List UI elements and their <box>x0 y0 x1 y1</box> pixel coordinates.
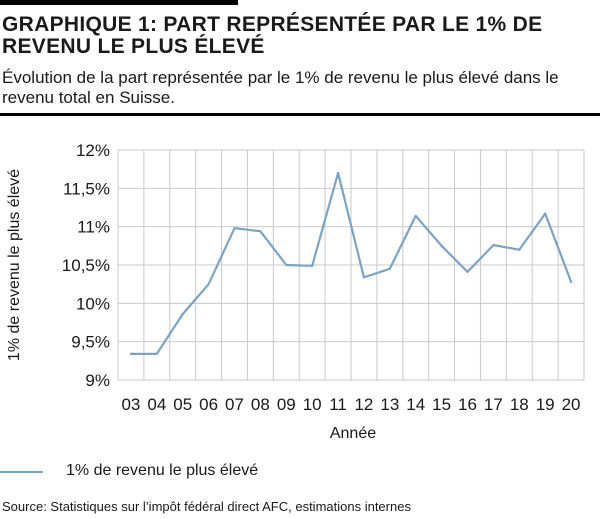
data-point <box>388 267 391 270</box>
data-point <box>155 352 158 356</box>
y-tick-label: 9% <box>85 371 110 390</box>
legend-label: 1% de revenu le plus élevé <box>66 462 259 479</box>
x-tick-label: 15 <box>432 395 451 414</box>
legend: 1% de revenu le plus élevé <box>0 458 600 488</box>
series-line <box>129 171 573 355</box>
x-tick-label: 06 <box>199 395 218 414</box>
x-tick-label: 19 <box>536 395 555 414</box>
data-point <box>544 212 547 215</box>
x-tick-label: 10 <box>303 395 322 414</box>
y-tick-label: 10,5% <box>62 256 110 275</box>
x-tick-label: 09 <box>277 395 296 414</box>
x-tick-labels: 03 04 05 06 07 08 09 10 11 12 13 14 15 16 17 18 19 20 <box>121 395 580 414</box>
data-point <box>440 244 443 247</box>
y-tick-label: 10% <box>76 294 110 313</box>
x-tick-label: 13 <box>380 395 399 414</box>
x-tick-label: 03 <box>121 395 140 414</box>
x-tick-label: 07 <box>225 395 244 414</box>
data-point <box>492 243 495 247</box>
data-point <box>285 263 288 267</box>
series-group <box>129 171 573 356</box>
data-point <box>414 214 417 218</box>
chart-title: GRAPHIQUE 1: PART REPRÉSENTÉE PAR LE 1% … <box>2 13 543 58</box>
y-tick-label: 9,5% <box>71 333 110 352</box>
header-accent-bar <box>0 0 238 5</box>
header-divider <box>0 113 600 116</box>
x-tick-label: 04 <box>147 395 166 414</box>
x-tick-label: 12 <box>354 395 373 414</box>
x-tick-label: 20 <box>562 395 581 414</box>
line-chart: 9% 9,5% 10% 10,5% 11% 11,5% 12% 03 04 05 06 07 08 09… <box>6 141 585 442</box>
x-tick-label: 05 <box>173 395 192 414</box>
data-point <box>362 276 366 279</box>
chart-subtitle: Évolution de la part représentée par le … <box>2 68 559 107</box>
x-tick-label: 14 <box>406 395 425 414</box>
data-point <box>311 264 314 267</box>
data-point <box>233 227 236 230</box>
data-point <box>466 270 469 273</box>
x-tick-label: 18 <box>510 395 529 414</box>
x-axis-label: Année <box>330 425 376 442</box>
y-axis-label: 1% de revenu le plus élevé <box>6 169 23 361</box>
legend-swatch <box>0 471 43 473</box>
y-tick-label: 11% <box>77 218 110 237</box>
grid-lines <box>117 149 585 381</box>
y-tick-label: 11,5% <box>63 179 110 198</box>
data-point <box>259 230 262 233</box>
y-tick-labels: 9% 9,5% 10% 10,5% 11% 11,5% 12% <box>62 141 110 390</box>
data-point <box>336 171 340 175</box>
x-tick-label: 17 <box>484 395 503 414</box>
x-tick-label: 08 <box>251 395 270 414</box>
data-point <box>207 283 210 286</box>
source-note: Source: Statistiques sur l’impôt fédéral… <box>2 499 411 514</box>
data-point <box>181 312 184 316</box>
x-tick-label: 11 <box>329 395 347 414</box>
data-point <box>518 248 521 251</box>
y-tick-label: 12% <box>76 141 110 160</box>
data-point <box>129 352 133 356</box>
data-point <box>569 280 573 283</box>
x-tick-label: 16 <box>458 395 477 414</box>
